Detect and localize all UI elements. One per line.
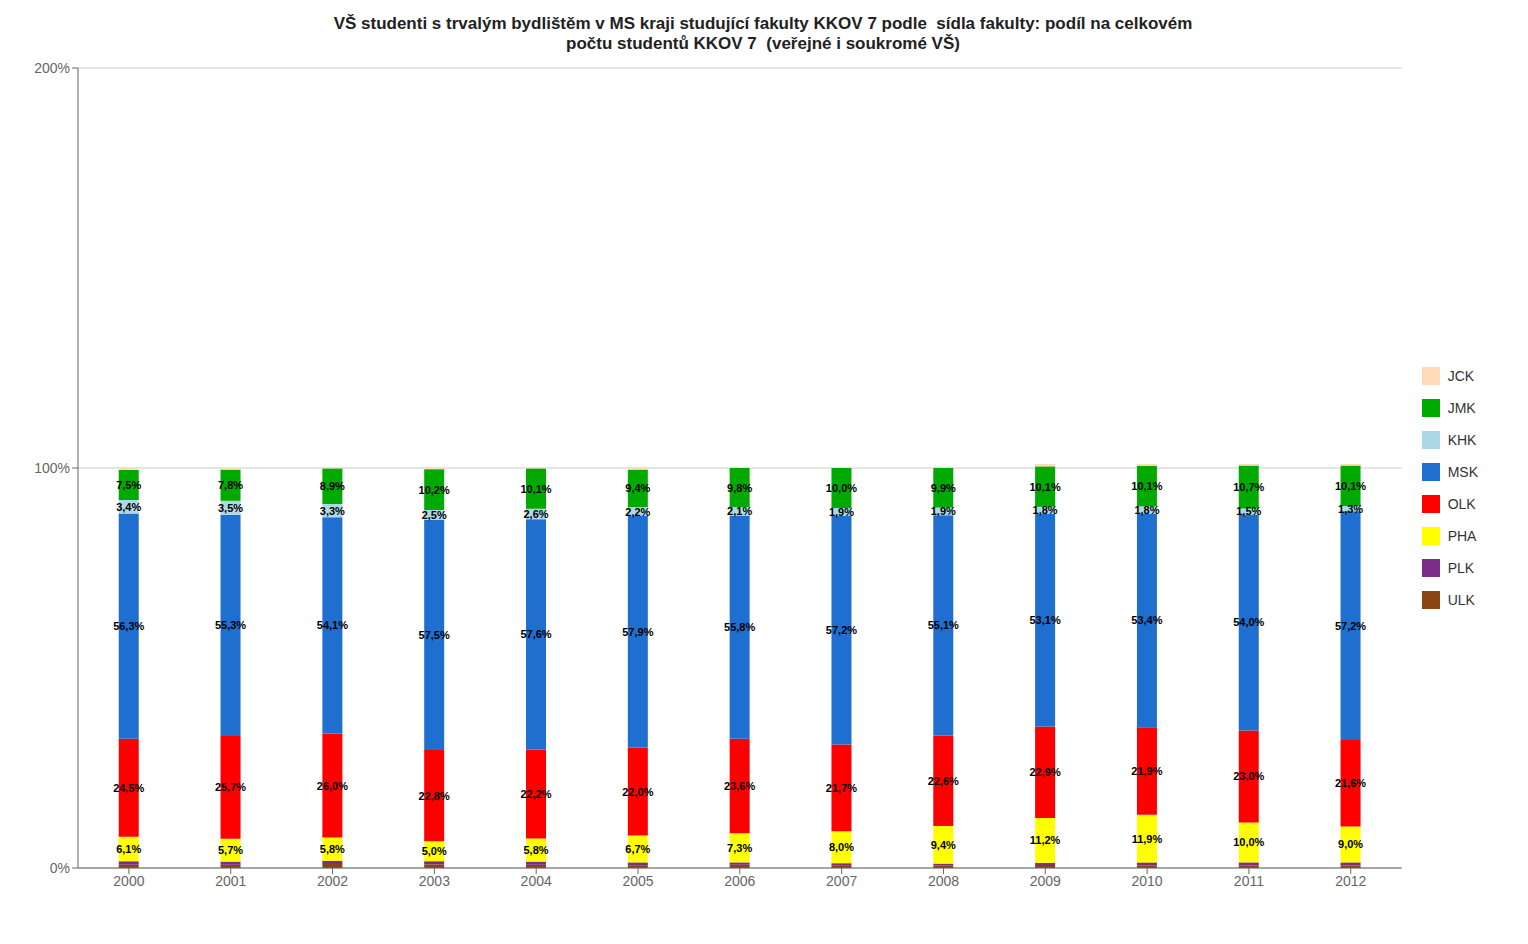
svg-text:54,0%: 54,0% (1233, 616, 1264, 628)
html-text:PLK: PLK (1447, 560, 1475, 576)
svg-text:9,9%: 9,9% (931, 482, 956, 494)
html-text:MSK: MSK (1447, 464, 1478, 480)
svg-text:2006: 2006 (724, 873, 755, 889)
svg-text:7,3%: 7,3% (727, 842, 752, 854)
svg-text:11,2%: 11,2% (1030, 834, 1061, 846)
svg-text:5,8%: 5,8% (523, 844, 548, 856)
svg-text:2,2%: 2,2% (625, 506, 650, 518)
html-text:JCK: JCK (1447, 368, 1475, 384)
svg-text:10,0%: 10,0% (1233, 836, 1264, 848)
html-text:počtu studentů KKOV 7 (veřejné: počtu studentů KKOV 7 (veřejné i soukrom… (566, 34, 960, 53)
svg-text:21,6%: 21,6% (1335, 777, 1366, 789)
svg-text:22,9%: 22,9% (1030, 766, 1061, 778)
svg-text:2009: 2009 (1030, 873, 1061, 889)
svg-text:2002: 2002 (317, 873, 348, 889)
svg-text:5,0%: 5,0% (422, 845, 447, 857)
svg-text:1,9%: 1,9% (829, 506, 854, 518)
svg-text:10,1%: 10,1% (1030, 481, 1061, 493)
svg-text:200%: 200% (34, 60, 70, 76)
svg-text:1,8%: 1,8% (1033, 504, 1058, 516)
svg-text:56,3%: 56,3% (113, 620, 144, 632)
svg-text:9,4%: 9,4% (931, 839, 956, 851)
html-text:VŠ studenti s trvalým bydliště: VŠ studenti s trvalým bydlištěm v MS kra… (333, 14, 1193, 33)
svg-text:3,4%: 3,4% (116, 501, 141, 513)
svg-text:1,9%: 1,9% (931, 505, 956, 517)
svg-text:22,0%: 22,0% (622, 786, 653, 798)
svg-text:23,6%: 23,6% (724, 780, 755, 792)
svg-text:6,7%: 6,7% (625, 843, 650, 855)
svg-text:2,1%: 2,1% (727, 505, 752, 517)
svg-text:1,3%: 1,3% (1338, 503, 1363, 515)
svg-text:1,8%: 1,8% (1134, 504, 1159, 516)
svg-text:5,7%: 5,7% (218, 844, 243, 856)
html-text:OLK: OLK (1447, 496, 1476, 512)
svg-text:22,2%: 22,2% (520, 788, 551, 800)
svg-text:100%: 100% (34, 460, 70, 476)
svg-text:55,3%: 55,3% (215, 619, 246, 631)
svg-text:2,6%: 2,6% (523, 508, 548, 520)
svg-text:21,9%: 21,9% (1131, 765, 1162, 777)
svg-text:2007: 2007 (826, 873, 857, 889)
svg-text:8,9%: 8,9% (320, 480, 345, 492)
svg-text:9,0%: 9,0% (1338, 838, 1363, 850)
svg-text:2001: 2001 (215, 873, 246, 889)
html-text:PHA: PHA (1447, 528, 1477, 544)
svg-text:55,1%: 55,1% (928, 619, 959, 631)
svg-text:57,2%: 57,2% (826, 624, 857, 636)
svg-text:57,5%: 57,5% (419, 629, 450, 641)
svg-text:10,1%: 10,1% (1335, 480, 1366, 492)
svg-text:10,1%: 10,1% (1131, 480, 1162, 492)
svg-text:57,2%: 57,2% (1335, 620, 1366, 632)
html-text:JMK: JMK (1447, 400, 1476, 416)
html-text:ULK: ULK (1447, 592, 1475, 608)
svg-text:2004: 2004 (521, 873, 552, 889)
svg-text:2005: 2005 (622, 873, 653, 889)
svg-text:25,7%: 25,7% (215, 781, 246, 793)
svg-text:1,5%: 1,5% (1236, 505, 1261, 517)
svg-text:53,1%: 53,1% (1030, 614, 1061, 626)
svg-text:57,6%: 57,6% (520, 628, 551, 640)
svg-text:2011: 2011 (1234, 873, 1264, 889)
svg-text:7,5%: 7,5% (116, 479, 141, 491)
html-text:KHK: KHK (1447, 432, 1477, 448)
svg-text:3,5%: 3,5% (218, 502, 243, 514)
svg-text:21,7%: 21,7% (826, 782, 857, 794)
svg-text:2,5%: 2,5% (422, 509, 447, 521)
svg-text:10,7%: 10,7% (1233, 481, 1264, 493)
svg-text:10,2%: 10,2% (419, 484, 450, 496)
svg-text:22,6%: 22,6% (928, 775, 959, 787)
svg-text:55,8%: 55,8% (724, 621, 755, 633)
svg-text:2012: 2012 (1335, 873, 1366, 889)
svg-text:54,1%: 54,1% (317, 619, 348, 631)
svg-text:5,8%: 5,8% (320, 843, 345, 855)
svg-text:2010: 2010 (1132, 873, 1163, 889)
svg-text:9,4%: 9,4% (625, 482, 650, 494)
svg-text:10,0%: 10,0% (826, 482, 857, 494)
svg-text:3,3%: 3,3% (320, 505, 345, 517)
svg-text:57,9%: 57,9% (622, 626, 653, 638)
svg-text:11,9%: 11,9% (1132, 833, 1163, 845)
svg-text:26,0%: 26,0% (317, 780, 348, 792)
svg-text:2000: 2000 (113, 873, 144, 889)
svg-text:8,0%: 8,0% (829, 841, 854, 853)
svg-text:6,1%: 6,1% (116, 843, 141, 855)
svg-text:24,5%: 24,5% (113, 782, 144, 794)
svg-text:0%: 0% (50, 860, 70, 876)
svg-text:2003: 2003 (419, 873, 450, 889)
svg-text:9,8%: 9,8% (727, 482, 752, 494)
svg-text:53,4%: 53,4% (1131, 614, 1162, 626)
svg-text:2008: 2008 (928, 873, 959, 889)
svg-text:7,8%: 7,8% (218, 479, 243, 491)
svg-text:23,0%: 23,0% (1233, 770, 1264, 782)
svg-text:10,1%: 10,1% (520, 483, 551, 495)
svg-text:22,8%: 22,8% (419, 790, 450, 802)
